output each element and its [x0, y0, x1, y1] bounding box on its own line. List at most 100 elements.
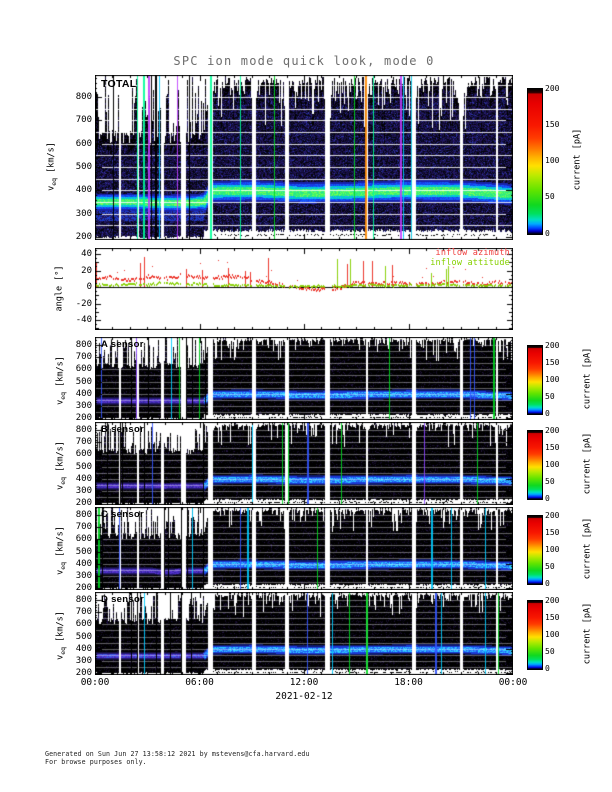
- colorbar-tick-label: 50: [545, 192, 555, 202]
- angle-tick-label: -40: [75, 315, 92, 326]
- colorbar-tick-label: 200: [545, 595, 560, 605]
- legend-inflow-attitude: inflow attitude: [430, 257, 510, 268]
- colorbar-b: [527, 430, 543, 500]
- velocity-tick-label: 200: [75, 498, 92, 509]
- colorbar-tick-label: 150: [545, 357, 560, 367]
- velocity-tick-label: 300: [75, 485, 92, 496]
- angle-tick-label: 0: [86, 282, 92, 293]
- angle-tick-label: 40: [81, 249, 92, 260]
- colorbar-tick-label: 50: [545, 646, 555, 656]
- velocity-tick-label: 500: [75, 376, 92, 387]
- velocity-tick-label: 300: [75, 400, 92, 411]
- panel-total-label: TOTAL: [101, 78, 137, 90]
- panel-angle: inflow azimuth inflow attitude: [95, 248, 513, 330]
- angle-tick-label: -20: [75, 298, 92, 309]
- velocity-tick-label: 800: [75, 510, 92, 521]
- velocity-tick-label: 600: [75, 449, 92, 460]
- time-tick-label: 00:00: [498, 677, 528, 688]
- velocity-tick-label: 500: [75, 461, 92, 472]
- velocity-tick-label: 800: [75, 425, 92, 436]
- colorbar-tick-label: 150: [545, 527, 560, 537]
- footer-note: Generated on Sun Jun 27 13:58:12 2021 by…: [45, 750, 310, 767]
- colorbar-tick-label: 0: [545, 408, 550, 418]
- footer-browse-line: For browse purposes only.: [45, 758, 147, 767]
- velocity-axis-label: veq [km/s]: [46, 142, 59, 191]
- velocity-tick-label: 500: [75, 161, 92, 172]
- colorbar-tick-label: 0: [545, 663, 550, 673]
- angle-legend: inflow azimuth inflow attitude: [430, 248, 510, 268]
- colorbar-tick-label: 100: [545, 374, 560, 384]
- colorbar-tick-label: 200: [545, 340, 560, 350]
- colorbar-tick-label: 50: [545, 391, 555, 401]
- current-axis-label: current [pA]: [572, 128, 583, 191]
- sensor-d-spectrogram: [95, 592, 513, 675]
- time-tick-label: 18:00: [394, 677, 423, 688]
- velocity-tick-label: 600: [75, 364, 92, 375]
- velocity-tick-label: 700: [75, 607, 92, 618]
- velocity-tick-label: 400: [75, 643, 92, 654]
- velocity-tick-label: 300: [75, 655, 92, 666]
- colorbar-tick-label: 150: [545, 612, 560, 622]
- velocity-tick-label: 300: [75, 570, 92, 581]
- panel-sensor-a: A sensor: [95, 337, 513, 420]
- colorbar-tick-label: 200: [545, 425, 560, 435]
- velocity-tick-label: 700: [75, 522, 92, 533]
- colorbar-tick-label: 200: [545, 83, 560, 93]
- velocity-tick-label: 200: [75, 413, 92, 424]
- colorbar-tick-label: 150: [545, 119, 560, 129]
- colorbar-tick-label: 100: [545, 544, 560, 554]
- footer-generated-line: Generated on Sun Jun 27 13:58:12 2021 by…: [45, 750, 310, 758]
- velocity-tick-label: 600: [75, 534, 92, 545]
- colorbar-d: [527, 600, 543, 670]
- total-spectrogram: [95, 75, 513, 240]
- time-tick-label: 12:00: [289, 677, 319, 688]
- panel-sensor-c: C sensor: [95, 507, 513, 590]
- velocity-tick-label: 600: [75, 138, 92, 149]
- current-axis-label: current [pA]: [582, 517, 593, 580]
- velocity-tick-label: 400: [75, 185, 92, 196]
- sensor-c-spectrogram: [95, 507, 513, 590]
- colorbar-tick-label: 50: [545, 476, 555, 486]
- sensor-b-spectrogram: [95, 422, 513, 505]
- time-tick-label: 06:00: [185, 677, 214, 688]
- velocity-tick-label: 300: [75, 208, 92, 219]
- velocity-axis-label: veq [km/s]: [55, 611, 68, 660]
- panel-sensor-d-label: D sensor: [101, 594, 145, 605]
- colorbar-tick-label: 0: [545, 493, 550, 503]
- panel-sensor-b: B sensor: [95, 422, 513, 505]
- velocity-tick-label: 800: [75, 340, 92, 351]
- date-label: 2021-02-12: [275, 691, 333, 702]
- velocity-tick-label: 200: [75, 231, 92, 242]
- colorbar-tick-label: 150: [545, 442, 560, 452]
- velocity-tick-label: 600: [75, 619, 92, 630]
- velocity-tick-label: 200: [75, 583, 92, 594]
- current-axis-label: current [pA]: [582, 347, 593, 410]
- panel-sensor-a-label: A sensor: [101, 339, 144, 350]
- panel-sensor-b-label: B sensor: [101, 424, 145, 435]
- colorbar-tick-label: 100: [545, 156, 560, 165]
- velocity-tick-label: 200: [75, 668, 92, 679]
- panel-total: TOTAL: [95, 75, 513, 240]
- time-tick-label: 00:00: [80, 677, 110, 688]
- current-axis-label: current [pA]: [582, 602, 593, 665]
- velocity-tick-label: 500: [75, 546, 92, 557]
- velocity-tick-label: 700: [75, 437, 92, 448]
- colorbar-tick-label: 0: [545, 578, 550, 588]
- current-axis-label: current [pA]: [582, 432, 593, 495]
- velocity-tick-label: 700: [75, 115, 92, 126]
- panel-sensor-c-label: C sensor: [101, 509, 145, 520]
- colorbar-tick-label: 50: [545, 561, 555, 571]
- figure-title: SPC ion mode quick look, mode 0: [173, 54, 435, 68]
- colorbar-total: [527, 88, 543, 235]
- angle-plot: [95, 248, 513, 330]
- velocity-tick-label: 400: [75, 388, 92, 399]
- angle-axis-label: angle [°]: [54, 265, 65, 312]
- velocity-tick-label: 800: [75, 91, 92, 102]
- colorbar-tick-label: 100: [545, 629, 560, 639]
- sensor-a-spectrogram: [95, 337, 513, 420]
- colorbar-tick-label: 200: [545, 510, 560, 520]
- velocity-tick-label: 400: [75, 558, 92, 569]
- angle-tick-label: 20: [81, 265, 92, 276]
- colorbar-tick-label: 0: [545, 228, 550, 238]
